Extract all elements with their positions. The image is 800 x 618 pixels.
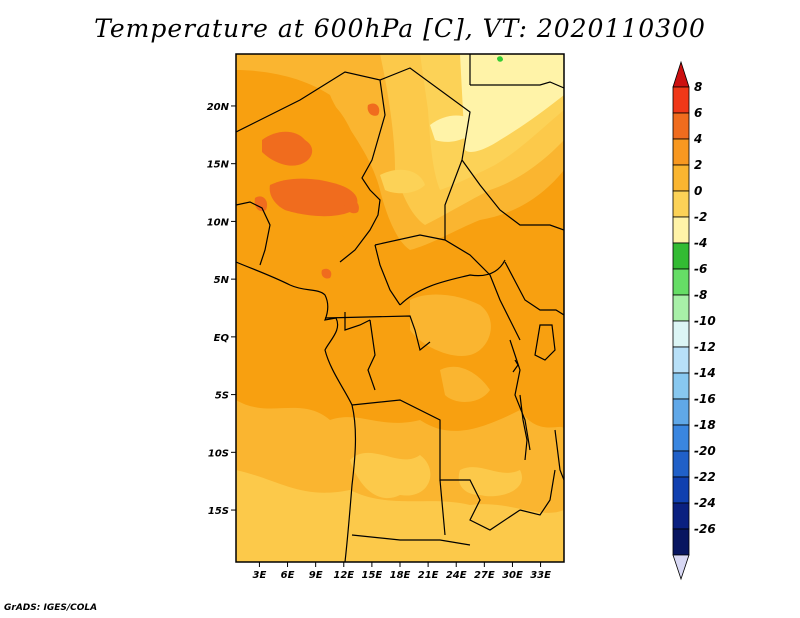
lon-label: 15E (362, 570, 383, 581)
lat-label: 5N (214, 275, 230, 286)
colorbar-label: -14 (694, 366, 716, 380)
lon-label: 6E (281, 570, 295, 581)
lat-label: 5S (215, 391, 229, 402)
colorbar-label: -16 (694, 392, 716, 406)
colorbar-swatch (672, 164, 690, 192)
colorbar-swatch (672, 346, 690, 374)
colorbar-label: -20 (694, 444, 716, 458)
colorbar-label: -18 (694, 418, 716, 432)
colorbar-label: 2 (694, 158, 702, 172)
colorbar-label: -10 (694, 314, 716, 328)
chart-title: Temperature at 600hPa [C], VT: 202011030… (94, 14, 706, 43)
colorbar: 8 6 4 2 0 -2 -4 -6 -8 -10 -12 -14 -16 -18 -20 -22 -24 -26 (672, 60, 716, 581)
footer-credit: GrADS: IGES/COLA (4, 603, 98, 613)
lat-label: 10N (207, 217, 230, 228)
country-borders (236, 54, 564, 562)
lon-label: 33E (530, 570, 551, 581)
colorbar-swatch (672, 60, 690, 88)
lon-label: 24E (446, 570, 467, 581)
lat-label: EQ (214, 333, 230, 344)
colorbar-label: -4 (694, 236, 707, 250)
colorbar-label: -26 (694, 522, 716, 536)
colorbar-swatch (672, 502, 690, 530)
colorbar-swatch (672, 476, 690, 504)
lat-label: 10S (208, 448, 229, 459)
colorbar-swatch (672, 190, 690, 218)
colorbar-swatch (672, 216, 690, 244)
lon-label: 21E (418, 570, 439, 581)
colorbar-swatch (672, 112, 690, 140)
colorbar-swatch (672, 268, 690, 296)
lon-label: 18E (390, 570, 411, 581)
lat-label: 20N (207, 102, 230, 113)
colorbar-swatch (672, 242, 690, 270)
colorbar-swatch (672, 424, 690, 452)
lon-label: 3E (253, 570, 267, 581)
lat-label: 15N (207, 160, 230, 171)
colorbar-swatch (672, 372, 690, 400)
colorbar-label: -24 (694, 496, 716, 510)
colorbar-swatch (672, 554, 690, 581)
lat-label: 15S (208, 506, 229, 517)
lon-label: 12E (333, 570, 354, 581)
colorbar-swatch (672, 138, 690, 166)
colorbar-label: -22 (694, 470, 716, 484)
colorbar-swatch (672, 528, 690, 556)
lon-label: 9E (309, 570, 323, 581)
colorbar-swatch (672, 320, 690, 348)
colorbar-label: -8 (694, 288, 707, 302)
lon-label: 30E (502, 570, 523, 581)
colorbar-swatch (672, 86, 690, 114)
latitude-axis: 20N 15N 10N 5N EQ 5S 10S 15S (207, 102, 236, 517)
colorbar-label: 0 (694, 184, 702, 198)
colorbar-label: -6 (694, 262, 707, 276)
colorbar-swatch (672, 450, 690, 478)
lon-label: 27E (474, 570, 495, 581)
colorbar-label: 8 (694, 80, 702, 94)
longitude-axis: 3E 6E 9E 12E 15E 18E 21E 24E 27E 30E 33E (253, 562, 551, 581)
colorbar-label: -12 (694, 340, 716, 354)
colorbar-label: 6 (694, 106, 702, 120)
temperature-field (236, 54, 564, 562)
colorbar-swatch (672, 398, 690, 426)
colorbar-swatch (672, 294, 690, 322)
colorbar-label: -2 (694, 210, 707, 224)
colorbar-label: 4 (693, 132, 702, 146)
